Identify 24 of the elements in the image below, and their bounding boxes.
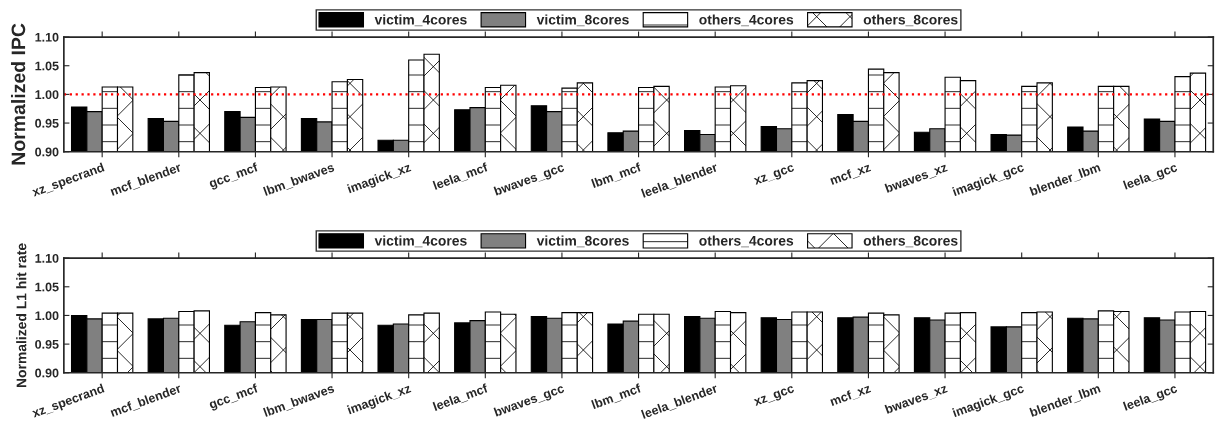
legend-label: victim_4cores	[374, 235, 467, 248]
legend-label: others_4cores	[699, 14, 794, 27]
y-axis-title: Normalized L1 hit rate	[16, 243, 27, 388]
legend-label: victim_8cores	[536, 235, 629, 248]
y-tick-label: 1.10	[35, 253, 59, 263]
legend-label: victim_8cores	[536, 14, 629, 27]
legend-label: others_8cores	[863, 14, 958, 27]
legend-label: others_8cores	[863, 235, 958, 248]
x-tick-label: mcf_xz	[829, 383, 872, 408]
y-tick-label: 0.95	[35, 118, 59, 128]
x-tick-label: xz_gcc	[753, 164, 796, 188]
y-tick-label: 1.05	[35, 61, 59, 71]
y-tick-label: 1.05	[35, 282, 59, 292]
y-tick-label: 0.90	[35, 147, 59, 157]
x-tick-label: xz_gcc	[753, 385, 796, 409]
legend-label: victim_4cores	[374, 14, 467, 27]
x-tick-label: mcf_xz	[829, 162, 872, 187]
legend-label: others_4cores	[699, 235, 794, 248]
y-tick-label: 1.10	[35, 32, 59, 42]
y-axis-title: Normalized IPC	[10, 23, 26, 165]
y-tick-label: 0.90	[35, 368, 59, 378]
y-tick-label: 1.00	[35, 311, 59, 321]
y-tick-label: 1.00	[35, 90, 59, 100]
y-tick-label: 0.95	[35, 339, 59, 349]
